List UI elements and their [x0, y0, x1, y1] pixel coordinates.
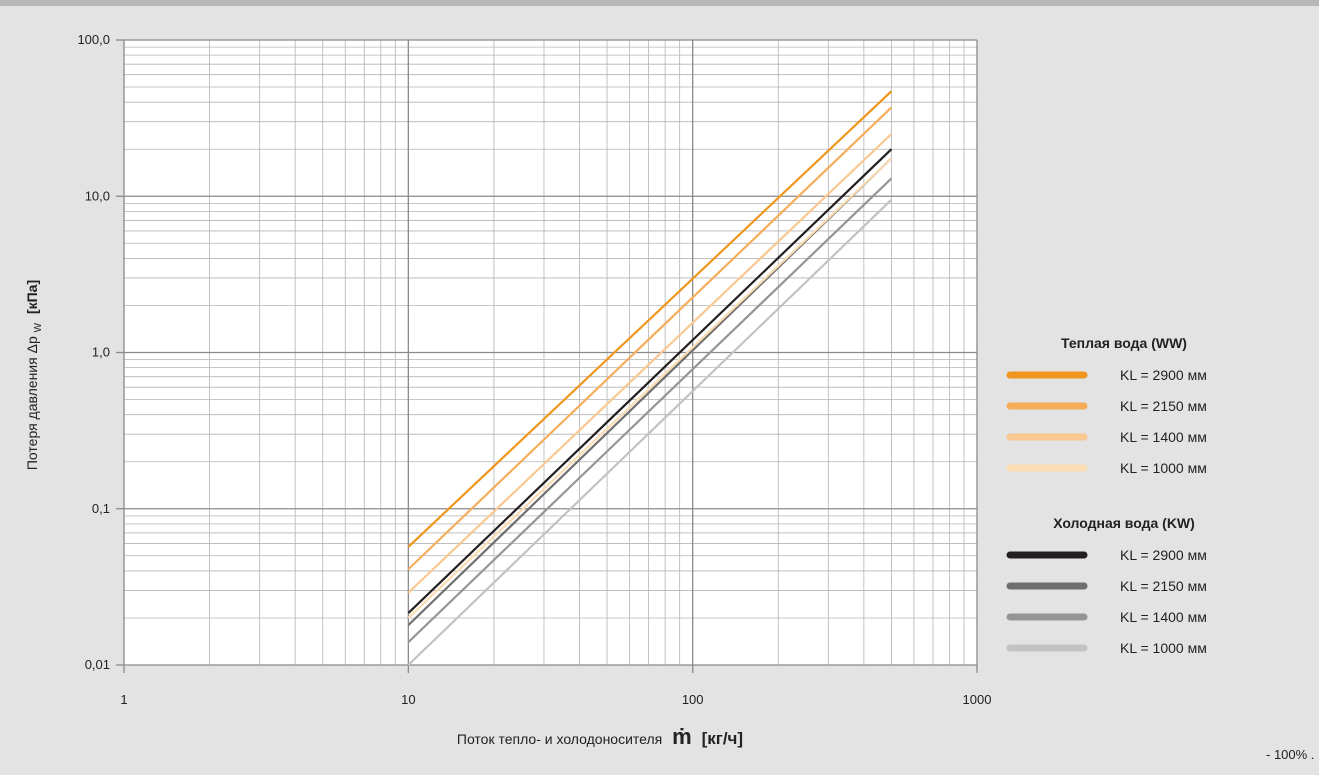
- x-axis-ticks: 1 10 100 1000: [120, 692, 991, 707]
- series-line-ww-1: [407, 106, 893, 571]
- y-axis-ticks: 0,01 0,1 1,0 10,0 100,0: [77, 32, 110, 672]
- legend-label: KL = 1400 мм: [1120, 609, 1207, 625]
- y-tick-label: 0,01: [85, 657, 110, 672]
- x-tick-label: 100: [682, 692, 704, 707]
- series-line-ww-3: [407, 157, 893, 619]
- zoom-note: - 100% .: [1266, 747, 1315, 762]
- legend-label: KL = 2150 мм: [1120, 398, 1207, 414]
- series-line-kw-3: [407, 198, 893, 666]
- mass-flow-symbol: ṁ: [672, 724, 692, 749]
- y-tick-label: 10,0: [85, 188, 110, 203]
- grid: [116, 39, 978, 673]
- series-line-ww-0: [407, 90, 893, 548]
- legend-label: KL = 2900 мм: [1120, 367, 1207, 383]
- x-tick-label: 1: [120, 692, 127, 707]
- legend-label: KL = 1000 мм: [1120, 460, 1207, 476]
- x-tick-label: 1000: [963, 692, 992, 707]
- legend-group-title: Теплая вода (WW): [1061, 335, 1187, 351]
- y-axis-title: Потеря давления Δp W [кПа]: [24, 280, 44, 470]
- legend-label: KL = 2900 мм: [1120, 547, 1207, 563]
- series-lines: [407, 90, 893, 666]
- x-axis-unit: [кг/ч]: [702, 729, 744, 748]
- top-border-strip: [0, 0, 1319, 6]
- x-axis-title: Поток тепло- и холодоносителя ṁ [кг/ч]: [457, 724, 743, 749]
- y-axis-subscript: W: [33, 322, 44, 332]
- legend-group-title: Холодная вода (KW): [1053, 515, 1195, 531]
- y-tick-label: 100,0: [77, 32, 110, 47]
- x-tick-label: 10: [401, 692, 415, 707]
- series-line-ww-2: [407, 133, 893, 594]
- series-line-kw-2: [407, 177, 893, 643]
- legend-label: KL = 1400 мм: [1120, 429, 1207, 445]
- series-line-kw-0: [407, 148, 893, 614]
- legend: Теплая вода (WW) KL = 2900 мм KL = 2150 мм…: [1006, 335, 1207, 656]
- x-axis-title-text: Поток тепло- и холодоносителя: [457, 731, 662, 747]
- legend-label: KL = 1000 мм: [1120, 640, 1207, 656]
- y-axis-unit: [кПа]: [24, 280, 40, 314]
- y-tick-label: 0,1: [92, 501, 110, 516]
- y-axis-title-text: Потеря давления Δp: [24, 336, 40, 470]
- y-tick-label: 1,0: [92, 345, 110, 360]
- legend-label: KL = 2150 мм: [1120, 578, 1207, 594]
